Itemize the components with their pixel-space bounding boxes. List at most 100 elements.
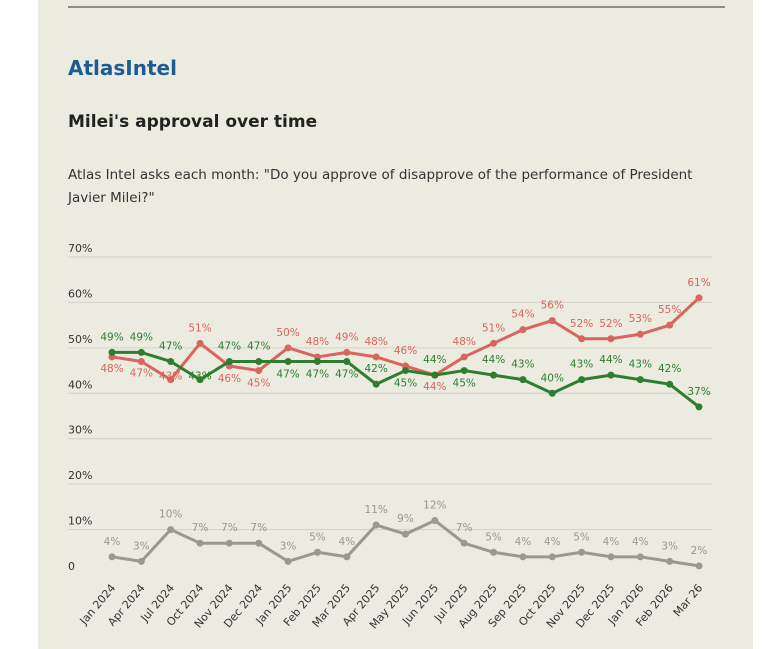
disapprove-point [636,330,644,338]
disapprove-point [196,339,204,347]
dont-know-point [402,530,409,538]
dont-know-point [255,539,263,547]
disapprove-point [607,335,615,343]
dont-know-point [666,557,674,565]
approve-point [196,376,204,384]
dont-know-point [167,526,175,534]
disapprove-data-label: 54% [511,309,534,321]
disapprove-point [460,353,468,361]
approve-data-label: 47% [306,368,329,380]
x-tick-label: Mar 26 [671,582,706,620]
disapprove-data-label: 52% [570,318,593,330]
disapprove-point [519,326,527,334]
disapprove-data-label: 45% [247,378,270,390]
disapprove-point [255,367,263,375]
y-tick-label: 60% [68,287,92,300]
disapprove-point [343,348,351,356]
disapprove-data-label: 46% [218,373,241,385]
approve-point [255,357,263,365]
disapprove-data-label: 43% [159,371,182,383]
approve-data-label: 49% [100,331,123,343]
approve-data-label: 43% [570,359,593,371]
approve-point [372,380,380,388]
approve-point [284,357,292,365]
approve-data-label: 47% [335,368,358,380]
disapprove-data-label: 51% [482,322,505,334]
approve-data-label: 45% [394,378,417,390]
dont-know-point [137,557,145,565]
disapprove-point [284,344,292,352]
dont-know-data-label: 5% [485,531,502,543]
chart-title: Milei's approval over time [68,112,318,132]
dont-know-data-label: 12% [423,499,446,511]
dont-know-point [225,539,233,547]
dont-know-point [519,553,527,561]
dont-know-point [578,548,586,556]
approve-point [666,380,674,388]
disapprove-data-label: 61% [687,277,710,289]
approve-point [636,376,644,384]
y-tick-label: 20% [68,469,92,482]
y-tick-label: 10% [68,515,92,528]
brand-logo-text[interactable]: AtlasIntel [68,56,177,80]
dont-know-data-label: 7% [250,522,267,534]
approve-data-label: 45% [453,378,476,390]
disapprove-data-label: 50% [276,327,299,339]
approve-data-label: 40% [541,372,564,384]
dont-know-data-label: 4% [104,536,121,548]
dont-know-data-label: 4% [603,536,620,548]
approve-point [548,389,556,397]
approve-data-label: 44% [423,354,446,366]
dont-know-data-label: 3% [133,540,150,552]
disapprove-data-label: 48% [100,363,123,375]
approve-point [313,357,321,365]
dont-know-data-label: 5% [573,531,590,543]
approve-point [490,371,498,379]
approve-point [225,357,233,365]
dont-know-point [196,539,204,547]
disapprove-data-label: 47% [130,367,153,379]
disapprove-data-label: 49% [335,331,358,343]
disapprove-data-label: 55% [658,304,681,316]
y-tick-label: 40% [68,378,92,391]
disapprove-point [490,339,498,347]
y-tick-label: 30% [68,424,92,437]
dont-know-data-label: 2% [691,545,708,557]
dont-know-data-label: 4% [544,536,561,548]
approve-data-label: 47% [276,368,299,380]
disapprove-point [695,294,703,302]
approve-point [137,348,145,356]
disapprove-point [137,357,145,365]
disapprove-data-label: 51% [188,322,211,334]
dont-know-point [636,553,644,561]
approve-data-label: 47% [218,340,241,352]
approve-point [519,376,527,384]
dont-know-data-label: 4% [632,536,649,548]
disapprove-point [548,317,556,325]
disapprove-data-label: 44% [423,381,446,393]
dont-know-data-label: 7% [456,522,473,534]
disapprove-data-label: 53% [629,313,652,325]
approve-point [108,348,116,356]
approve-point [343,357,351,365]
dont-know-point [460,539,468,547]
disapprove-data-label: 48% [306,336,329,348]
dont-know-data-label: 5% [309,531,326,543]
disapprove-point [578,335,586,343]
dont-know-data-label: 4% [338,536,355,548]
dont-know-data-label: 7% [192,522,209,534]
approve-point [167,357,175,365]
top-divider [68,6,725,8]
disapprove-data-label: 48% [364,336,387,348]
dont-know-point [490,548,498,556]
approve-data-label: 47% [159,340,182,352]
dont-know-point [548,553,556,561]
disapprove-point [666,321,674,329]
dont-know-point [108,553,116,561]
approve-point [402,367,409,375]
approve-point [460,367,468,375]
disapprove-point [372,353,380,361]
approve-data-label: 49% [130,331,153,343]
approve-data-label: 43% [511,359,534,371]
